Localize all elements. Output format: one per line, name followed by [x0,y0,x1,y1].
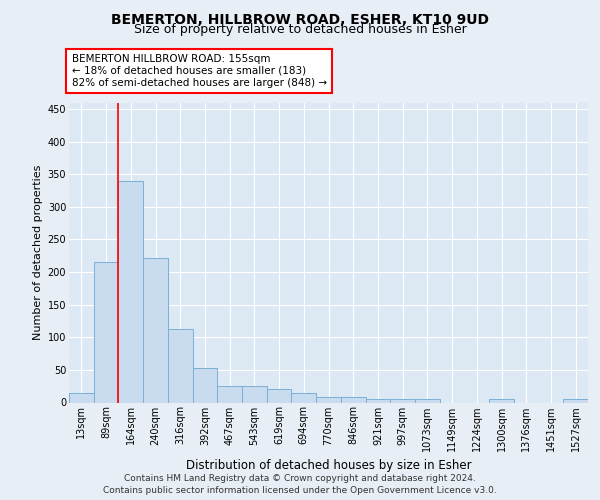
Bar [217,386,242,402]
Bar [415,399,440,402]
Text: Contains HM Land Registry data © Crown copyright and database right 2024.: Contains HM Land Registry data © Crown c… [124,474,476,483]
Bar [390,399,415,402]
X-axis label: Distribution of detached houses by size in Esher: Distribution of detached houses by size … [185,459,472,472]
Bar [168,329,193,402]
Bar [365,399,390,402]
Y-axis label: Number of detached properties: Number of detached properties [34,165,43,340]
Bar [489,399,514,402]
Bar [94,262,118,402]
Bar [118,181,143,402]
Bar [316,398,341,402]
Text: Contains public sector information licensed under the Open Government Licence v3: Contains public sector information licen… [103,486,497,495]
Bar [292,392,316,402]
Text: BEMERTON, HILLBROW ROAD, ESHER, KT10 9UD: BEMERTON, HILLBROW ROAD, ESHER, KT10 9UD [111,12,489,26]
Bar [193,368,217,402]
Bar [69,392,94,402]
Text: Size of property relative to detached houses in Esher: Size of property relative to detached ho… [134,24,466,36]
Bar [563,399,588,402]
Bar [267,390,292,402]
Bar [143,258,168,402]
Bar [242,386,267,402]
Bar [341,398,365,402]
Text: BEMERTON HILLBROW ROAD: 155sqm
← 18% of detached houses are smaller (183)
82% of: BEMERTON HILLBROW ROAD: 155sqm ← 18% of … [71,54,327,88]
